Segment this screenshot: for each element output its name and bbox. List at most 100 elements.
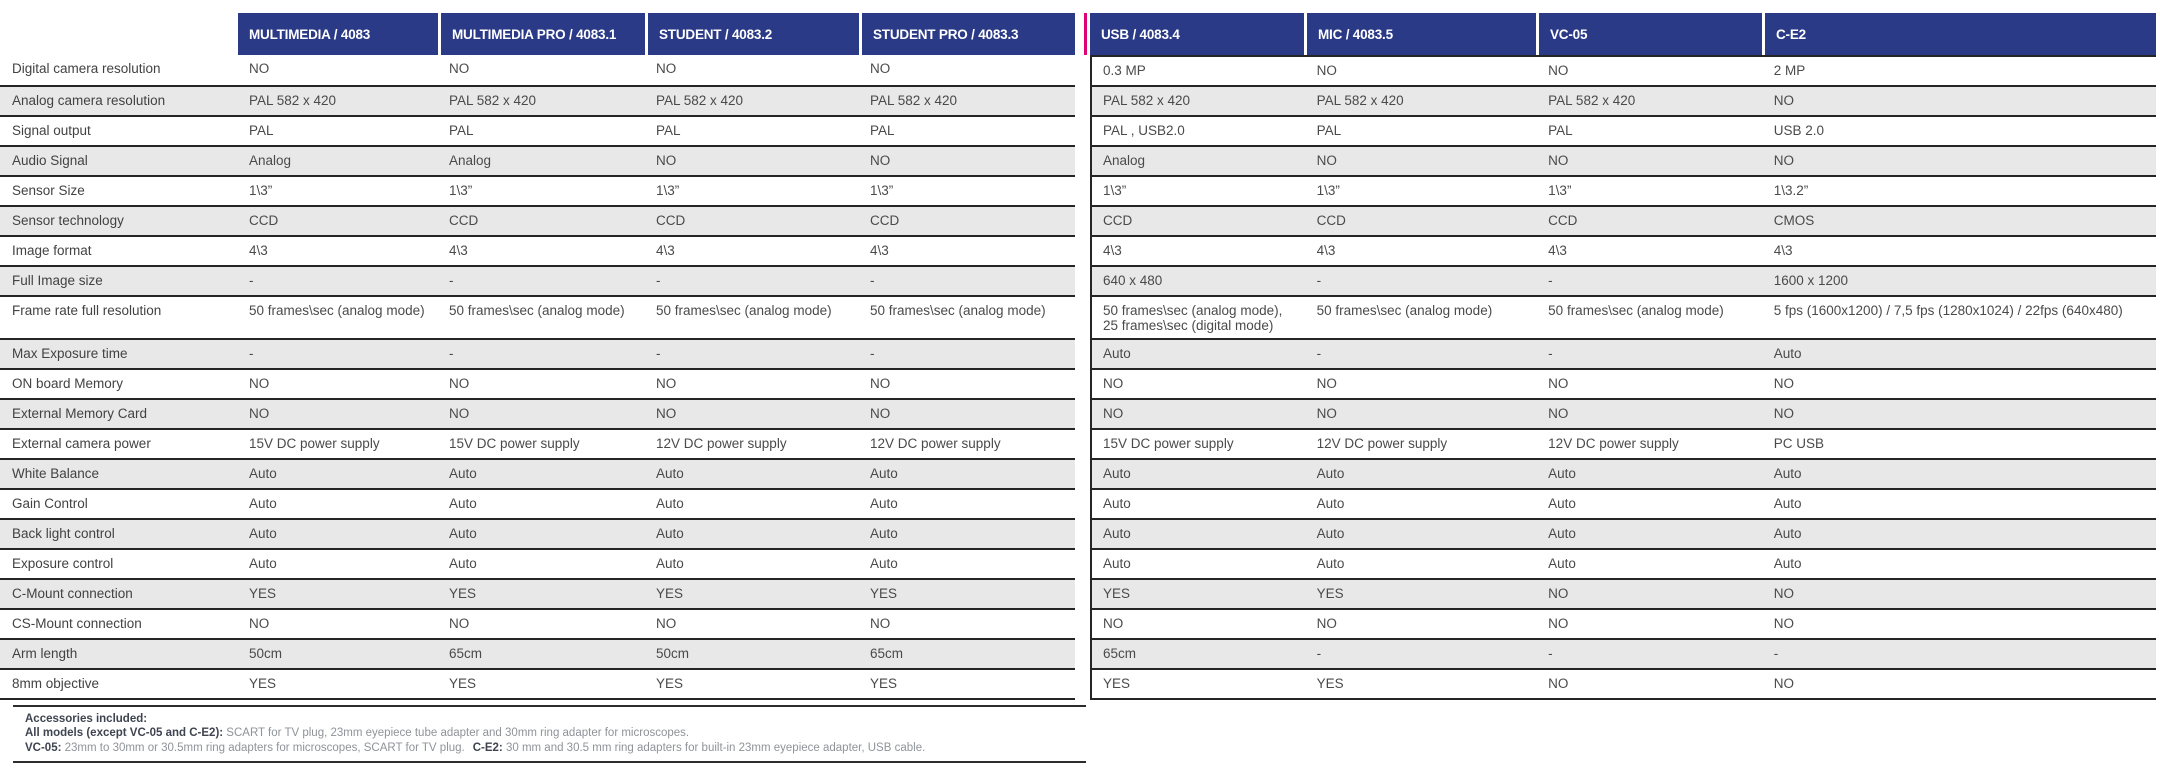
cell-value: -: [1316, 273, 1322, 288]
table-row: 8mm objective YES YES YES YES YES YES NO NO: [0, 670, 2160, 700]
table-row: Full Image size - - - - 640 x 480 - - 1600 x 120…: [0, 267, 2160, 297]
cell-value: -: [656, 346, 661, 361]
cell-value: PAL , USB2.0: [1103, 123, 1185, 138]
cell-value: NO: [1548, 376, 1569, 391]
row-label: Analog camera resolution: [12, 93, 166, 108]
cell-value: NO: [870, 61, 891, 76]
cell-value: NO: [656, 376, 677, 391]
cell-value: 15V DC power supply: [449, 436, 580, 451]
page-split-gap: [1075, 400, 1090, 430]
cell-value: NO: [1773, 93, 1794, 108]
cell-value: Auto: [449, 496, 477, 511]
cell-value: YES: [656, 586, 684, 601]
cell-value: 15V DC power supply: [1103, 436, 1234, 451]
cell-value: -: [1548, 273, 1553, 288]
table-row: Sensor technology CCD CCD CCD CCD CCD CCD CCD CM…: [0, 207, 2160, 237]
cell-value: NO: [1316, 153, 1337, 168]
cell-value: NO: [1773, 406, 1794, 421]
row-label: Arm length: [12, 646, 78, 661]
page-split-gap: [1075, 520, 1090, 550]
page-split-gap: [1075, 177, 1090, 207]
table-row: Back light control Auto Auto Auto Auto Auto Au…: [0, 520, 2160, 550]
row-label: Digital camera resolution: [12, 61, 161, 76]
cell-value: PAL: [1316, 123, 1342, 138]
cell-value: 5 fps (1600x1200) / 7,5 fps (1280x1024) …: [1773, 303, 2123, 318]
cell-value: NO: [1548, 63, 1569, 78]
cell-value: Auto: [1316, 526, 1345, 541]
cell-value: -: [1316, 646, 1322, 661]
cell-value: PAL 582 x 420: [1548, 93, 1636, 108]
cell-value: Auto: [870, 496, 898, 511]
cell-value: NO: [1773, 376, 1794, 391]
cell-value: PC USB: [1773, 436, 1825, 451]
cell-value: Auto: [656, 496, 684, 511]
cell-value: NO: [1548, 586, 1569, 601]
cell-value: 50 frames\sec (analog mode): [870, 303, 1046, 318]
cell-value: 15V DC power supply: [249, 436, 380, 451]
cell-value: PAL 582 x 420: [249, 93, 337, 108]
column-header: MULTIMEDIA / 4083: [238, 13, 438, 55]
column-header: MIC / 4083.5: [1304, 13, 1536, 55]
cell-value: 50 frames\sec (analog mode): [1316, 303, 1493, 318]
cell-value: NO: [449, 616, 470, 631]
cell-value: 1600 x 1200: [1773, 273, 1849, 288]
cell-value: 4\3: [870, 243, 889, 258]
column-header: STUDENT PRO / 4083.3: [859, 13, 1075, 55]
cell-value: Auto: [449, 526, 477, 541]
cell-value: YES: [870, 586, 898, 601]
cell-value: Auto: [1548, 466, 1576, 481]
cell-value: Auto: [1548, 556, 1576, 571]
cell-value: NO: [1773, 586, 1794, 601]
cell-value: Auto: [249, 466, 277, 481]
accessories-line-bold-text: All models (except VC-05 and C-E2):: [25, 727, 224, 740]
table-row: Sensor Size 1\3” 1\3” 1\3” 1\3” 1\3” 1\3” 1\3” 1…: [0, 177, 2160, 207]
column-header: VC-05: [1536, 13, 1762, 55]
cell-value: 4\3: [1773, 243, 1793, 258]
cell-value: PAL 582 x 420: [656, 93, 744, 108]
cell-value: NO: [1548, 676, 1569, 691]
cell-value: Auto: [1316, 466, 1345, 481]
cell-value: PAL: [870, 123, 895, 138]
cell-value: Auto: [449, 466, 477, 481]
cell-value: 50 frames\sec (analog mode): [1548, 303, 1724, 318]
cell-value: 1\3”: [449, 183, 473, 198]
cell-value: Auto: [249, 496, 277, 511]
cell-value: NO: [449, 376, 470, 391]
accessories-line-bold-text: VC-05:: [25, 741, 62, 754]
cell-value: Auto: [249, 526, 277, 541]
page-split-gap: [1075, 117, 1090, 147]
cell-value: NO: [656, 153, 677, 168]
row-label: External Memory Card: [12, 406, 148, 421]
table-row: CS-Mount connection NO NO NO NO NO NO NO NO: [0, 610, 2160, 640]
table-row: Audio Signal Analog Analog NO NO Analog NO NO NO: [0, 147, 2160, 177]
cell-value: Analog: [449, 153, 492, 168]
row-label: White Balance: [12, 466, 100, 481]
cell-value: 4\3: [656, 243, 675, 258]
cell-value: 4\3: [1103, 243, 1122, 258]
cell-value: YES: [870, 676, 898, 691]
table-row: External Memory Card NO NO NO NO NO NO NO NO: [0, 400, 2160, 430]
cell-value: PAL 582 x 420: [870, 93, 958, 108]
cell-value: Auto: [1103, 466, 1131, 481]
cell-value: YES: [1103, 586, 1131, 601]
cell-value: YES: [449, 586, 477, 601]
cell-value: PAL 582 x 420: [449, 93, 537, 108]
header-left-segment: MULTIMEDIA / 4083 MULTIMEDIA PRO / 4083.1…: [238, 13, 1075, 55]
cell-value: 0.3 MP: [1103, 63, 1146, 78]
cell-value: Auto: [1773, 496, 1802, 511]
page-split-gap: [1075, 670, 1090, 700]
cell-value: 12V DC power supply: [1548, 436, 1679, 451]
row-label: Frame rate full resolution: [12, 303, 162, 318]
cell-value: CCD: [249, 213, 279, 228]
row-label: Signal output: [12, 123, 91, 138]
accessories-note: Accessories included: All models (except…: [13, 705, 1086, 764]
page-split-gap: [1075, 87, 1090, 117]
cell-value: 12V DC power supply: [656, 436, 787, 451]
cell-value: NO: [249, 376, 270, 391]
cell-value: -: [870, 273, 875, 288]
cell-value: CCD: [449, 213, 479, 228]
table-row: Exposure control Auto Auto Auto Auto Auto Auto…: [0, 550, 2160, 580]
cell-value: 1\3.2”: [1773, 183, 1809, 198]
cell-value: -: [656, 273, 661, 288]
cell-value: 4\3: [1316, 243, 1336, 258]
